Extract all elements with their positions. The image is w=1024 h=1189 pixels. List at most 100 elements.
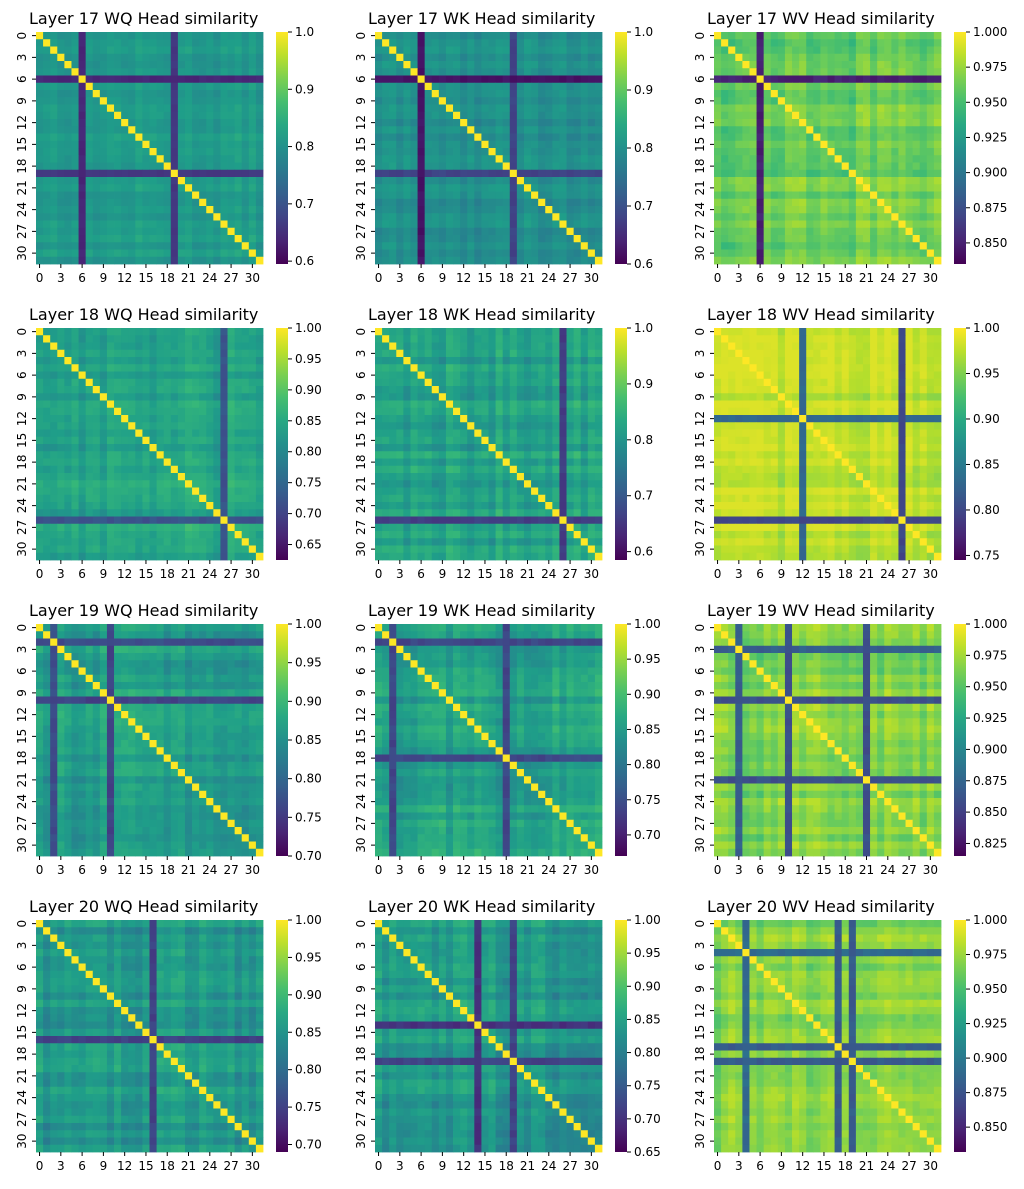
heatmap-cell [827, 213, 835, 221]
heatmap-cell [241, 133, 250, 142]
heatmap-cell [834, 249, 843, 258]
heatmap-cell [85, 386, 94, 394]
heatmap-cell [714, 177, 722, 185]
heatmap-cell [375, 68, 383, 76]
heatmap-cell [142, 545, 150, 554]
heatmap-cell [870, 148, 878, 156]
heatmap-cell [142, 162, 150, 171]
x-tick-label: 0 [714, 271, 722, 285]
heatmap-cell [742, 242, 750, 250]
heatmap-cell [206, 46, 214, 55]
heatmap-cell [57, 32, 65, 40]
heatmap-cell [552, 256, 560, 265]
heatmap-cell [199, 75, 207, 84]
heatmap-cell [206, 400, 214, 409]
heatmap-cell [559, 458, 567, 467]
heatmap-cell [71, 68, 79, 76]
heatmap-cell [905, 126, 914, 134]
heatmap-cell [135, 487, 143, 496]
heatmap-cell [220, 349, 228, 358]
heatmap-cell [538, 191, 546, 200]
heatmap-cell [114, 148, 122, 156]
heatmap-cell [156, 140, 165, 149]
heatmap-cell [545, 422, 553, 430]
heatmap-cell [545, 155, 553, 163]
heatmap-cell [792, 111, 800, 120]
heatmap-cell [163, 126, 172, 134]
heatmap-cell [453, 357, 461, 365]
heatmap-cell [884, 82, 892, 91]
heatmap-cell [877, 249, 885, 258]
heatmap-cell [248, 198, 257, 207]
heatmap-cell [467, 148, 475, 156]
heatmap-cell [206, 126, 214, 134]
heatmap-cell [580, 68, 589, 76]
heatmap-cell [431, 335, 440, 343]
heatmap-cell [36, 90, 44, 98]
heatmap-cell [806, 75, 814, 84]
heatmap-cell [114, 227, 122, 236]
heatmap-cell [431, 473, 440, 481]
heatmap-cell [827, 256, 835, 265]
heatmap-cell [177, 249, 186, 258]
heatmap-cell [128, 198, 136, 207]
heatmap-cell [92, 386, 101, 394]
heatmap-cell [587, 119, 596, 127]
heatmap-cell [248, 53, 257, 62]
heatmap-cell [926, 206, 935, 214]
heatmap-cell [163, 357, 172, 365]
heatmap-cell [43, 509, 51, 517]
heatmap-cell [898, 249, 906, 258]
panel-title: Layer 17 WV Head similarity [707, 9, 935, 28]
heatmap-cell [431, 198, 440, 207]
heatmap-cell [163, 502, 172, 510]
heatmap-cell [474, 473, 482, 481]
heatmap-cell [848, 133, 857, 142]
heatmap-cell [396, 328, 404, 336]
heatmap-cell [756, 97, 765, 105]
heatmap-cell [516, 227, 525, 236]
heatmap-cell [43, 480, 51, 488]
heatmap-cell [587, 213, 596, 221]
heatmap-cell [192, 538, 200, 546]
heatmap-cell [728, 53, 736, 62]
heatmap-cell [149, 140, 157, 149]
heatmap-cell [531, 68, 539, 76]
heatmap-cell [552, 242, 560, 250]
colorbar-tick-label: 0.950 [973, 95, 1007, 109]
heatmap-cell [382, 82, 390, 91]
heatmap-cell [199, 444, 207, 452]
heatmap-cell [192, 328, 200, 336]
heatmap-cell [36, 487, 44, 496]
heatmap-cell [445, 97, 454, 105]
heatmap-cell [516, 393, 525, 401]
heatmap-cell [806, 184, 814, 192]
heatmap-cell [410, 400, 418, 409]
y-tick-label: 6 [693, 75, 707, 83]
heatmap-cell [509, 97, 518, 105]
heatmap-cell [445, 458, 454, 467]
heatmap-cell [71, 198, 79, 207]
heatmap-cell [220, 335, 228, 343]
heatmap-cell [241, 227, 250, 236]
heatmap-cell [573, 162, 582, 171]
heatmap-cell [488, 242, 496, 250]
heatmap-cell [43, 169, 51, 178]
heatmap-cell [142, 177, 150, 185]
heatmap-cell [57, 90, 65, 98]
heatmap-cell [495, 227, 504, 236]
heatmap-cell [78, 378, 87, 387]
heatmap-cell [114, 357, 122, 365]
heatmap-cell [488, 386, 496, 394]
heatmap-cell [763, 140, 772, 149]
heatmap-cell [106, 436, 115, 445]
heatmap-cell [862, 111, 871, 120]
heatmap-cell [467, 75, 475, 84]
heatmap-cell [71, 191, 79, 200]
heatmap-cell [121, 249, 129, 258]
heatmap-cell [99, 436, 108, 445]
heatmap-cell [206, 177, 214, 185]
heatmap-cell [756, 46, 765, 55]
heatmap-cell [453, 328, 461, 336]
heatmap-cell [85, 177, 94, 185]
